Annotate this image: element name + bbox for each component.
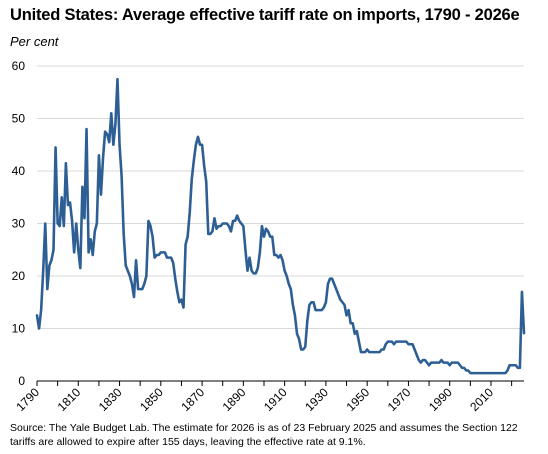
x-tick-label-1970: 1970 [385, 385, 414, 414]
source-note: Source: The Yale Budget Lab. The estimat… [10, 422, 518, 448]
y-tick-label-60: 60 [12, 59, 26, 73]
y-tick-label-0: 0 [18, 374, 25, 388]
x-tick-label-1830: 1830 [96, 385, 125, 414]
series-line-0 [35, 77, 526, 375]
series-layer [35, 77, 526, 375]
x-tick-label-1930: 1930 [302, 385, 331, 414]
x-tick-label-1990: 1990 [426, 385, 455, 414]
x-tick-label-1810: 1810 [55, 385, 84, 414]
x-tick-label-1910: 1910 [261, 385, 290, 414]
x-tick-label-1870: 1870 [178, 385, 207, 414]
x-tick-label-1890: 1890 [220, 385, 249, 414]
x-tick-label-1950: 1950 [343, 385, 372, 414]
x-tick-label-1850: 1850 [137, 385, 166, 414]
chart-title: United States: Average effective tariff … [10, 6, 520, 24]
y-tick-label-30: 30 [12, 217, 26, 231]
x-tick-labels: 1790 1810 1830 1850 1870 1890 1910 1930 1950 1970… [13, 385, 496, 414]
y-tick-label-40: 40 [12, 164, 26, 178]
y-axis-unit-label: Per cent [10, 34, 59, 49]
y-tick-labels: 0 10 20 30 40 50 60 [12, 59, 26, 388]
tariff-line-chart: 0 10 20 30 40 50 60 1790 1810 1830 1850 1870 1890 19… [12, 59, 526, 414]
y-tick-label-20: 20 [12, 269, 26, 283]
x-tick-label-2010: 2010 [467, 385, 496, 414]
y-tick-label-10: 10 [12, 322, 26, 336]
y-tick-label-50: 50 [12, 112, 26, 126]
gridlines [37, 65, 524, 329]
x-tick-label-1790: 1790 [13, 385, 42, 414]
axes [36, 380, 524, 386]
